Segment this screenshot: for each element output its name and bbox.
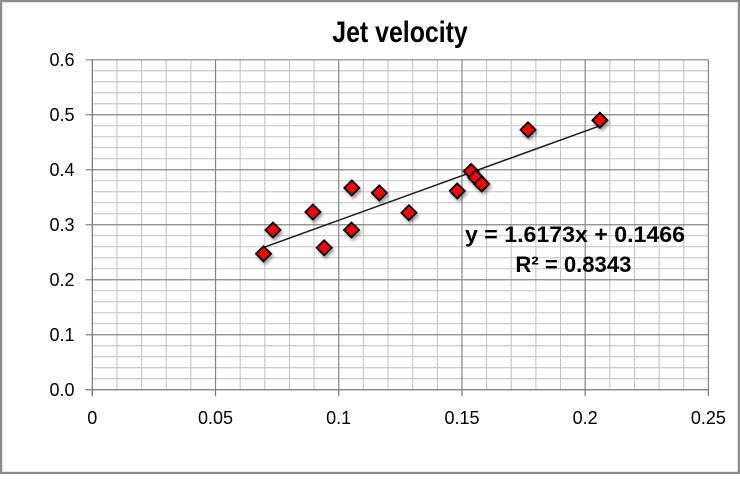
svg-text:0.25: 0.25 (691, 408, 726, 428)
svg-text:0.6: 0.6 (49, 50, 74, 70)
svg-text:0.2: 0.2 (573, 408, 598, 428)
svg-text:0.5: 0.5 (49, 105, 74, 125)
svg-text:0.0: 0.0 (49, 380, 74, 400)
svg-text:0.1: 0.1 (326, 408, 351, 428)
svg-text:Jet velocity: Jet velocity (332, 16, 468, 49)
svg-text:0.15: 0.15 (444, 408, 479, 428)
svg-text:R² = 0.8343: R² = 0.8343 (515, 252, 631, 277)
svg-text:0.4: 0.4 (49, 160, 74, 180)
svg-text:y = 1.6173x + 0.1466: y = 1.6173x + 0.1466 (465, 222, 685, 247)
svg-text:0.1: 0.1 (49, 325, 74, 345)
svg-text:0.05: 0.05 (198, 408, 233, 428)
svg-text:0: 0 (87, 408, 97, 428)
svg-text:0.3: 0.3 (49, 215, 74, 235)
svg-text:0.2: 0.2 (49, 270, 74, 290)
